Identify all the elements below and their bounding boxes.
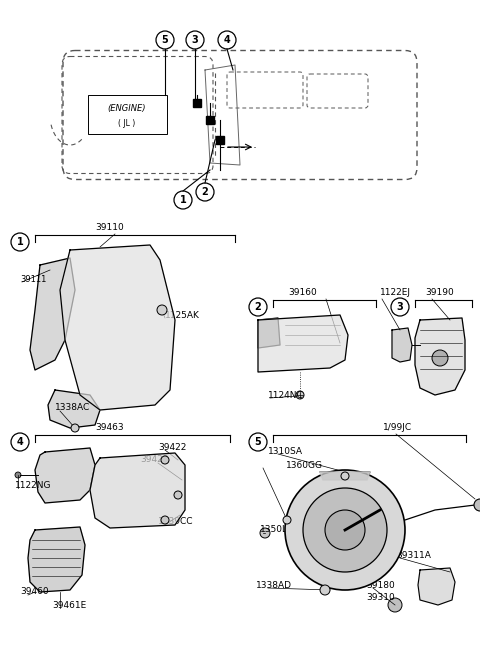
Text: 39111: 39111 [20,275,47,284]
Text: 5: 5 [254,437,262,447]
Text: 39311A: 39311A [396,551,431,560]
Circle shape [161,516,169,524]
Circle shape [320,585,330,595]
Text: 4: 4 [224,35,230,45]
Text: 1360GG: 1360GG [286,461,323,470]
Text: 39460: 39460 [20,587,48,597]
Circle shape [388,598,402,612]
Text: 39180: 39180 [366,581,395,589]
Text: 1338AD: 1338AD [256,581,292,589]
Polygon shape [320,472,370,480]
Polygon shape [392,328,412,362]
Text: 3: 3 [192,35,198,45]
Circle shape [432,350,448,366]
Text: 1: 1 [17,237,24,247]
Polygon shape [35,448,95,503]
Circle shape [157,305,167,315]
Bar [206,116,214,124]
Polygon shape [258,315,348,372]
Circle shape [161,456,169,464]
Text: 1125AK: 1125AK [165,311,200,319]
Circle shape [285,470,405,590]
Polygon shape [418,568,455,605]
Circle shape [283,516,291,524]
Text: 39190: 39190 [425,288,454,297]
Text: 1350LC: 1350LC [260,526,294,535]
Text: 39310: 39310 [366,593,395,602]
Polygon shape [28,527,85,592]
Text: 2: 2 [254,302,262,312]
Circle shape [15,472,21,478]
Polygon shape [415,318,465,395]
Polygon shape [48,390,100,428]
Text: 2: 2 [202,187,208,197]
Text: 1338AC: 1338AC [55,403,90,413]
Polygon shape [30,258,75,370]
Circle shape [474,499,480,511]
Text: 1339CC: 1339CC [158,518,193,526]
Circle shape [260,528,270,538]
Circle shape [325,510,365,550]
Text: 1122EJ: 1122EJ [380,288,411,297]
Polygon shape [60,245,175,410]
Text: 1310SA: 1310SA [268,447,303,457]
Text: 39461E: 39461E [52,600,86,610]
Text: 3: 3 [396,302,403,312]
Polygon shape [258,318,280,348]
Text: 39463: 39463 [96,423,124,432]
Text: ( JL ): ( JL ) [119,118,136,127]
Circle shape [296,391,304,399]
Text: 39160: 39160 [288,288,317,297]
Text: 1124NC: 1124NC [268,390,304,399]
Text: 4: 4 [17,437,24,447]
Circle shape [341,472,349,480]
Circle shape [71,424,79,432]
Text: 1122NG: 1122NG [15,480,51,489]
Circle shape [174,491,182,499]
Text: 39110: 39110 [96,223,124,232]
Text: (ENGINE): (ENGINE) [108,104,146,112]
Circle shape [303,488,387,572]
Text: 1/99JC: 1/99JC [383,423,412,432]
Bar [216,136,224,144]
Text: 1: 1 [180,195,186,205]
Polygon shape [90,453,185,528]
Text: 39423: 39423 [140,455,168,464]
Text: 39422: 39422 [158,443,186,453]
Bar [193,99,201,107]
Text: 5: 5 [162,35,168,45]
